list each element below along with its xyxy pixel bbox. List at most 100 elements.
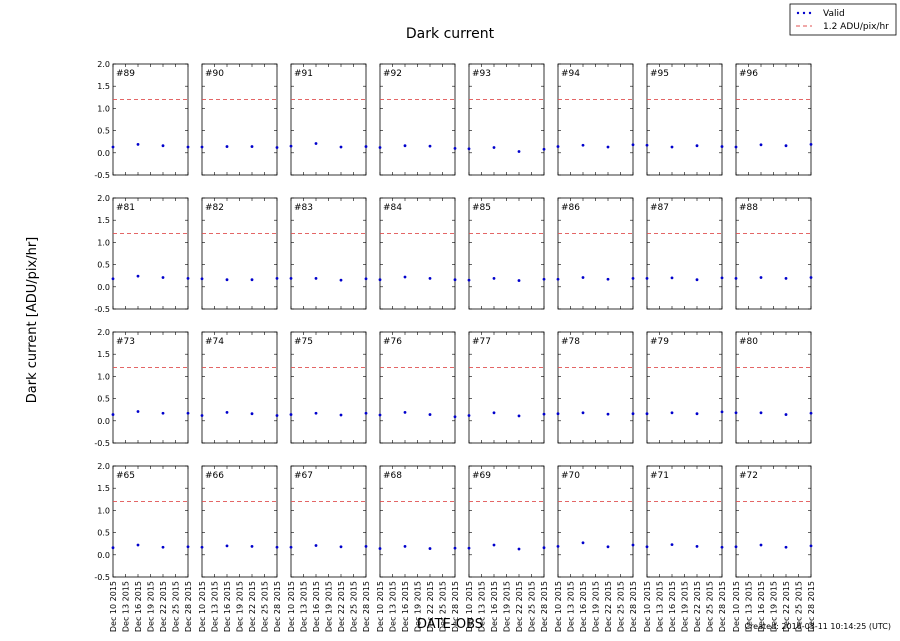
panel-frame: [468, 331, 545, 444]
panel-id-label: #96: [739, 69, 758, 79]
data-point: [111, 546, 115, 550]
panel-id-label: #90: [205, 69, 224, 79]
y-tick-label: 2.0: [97, 328, 110, 337]
data-point: [428, 413, 432, 416]
data-point: [467, 147, 471, 151]
panel-id-label: #95: [650, 69, 669, 79]
x-tick-label: Dec 10 2015: [643, 581, 652, 632]
data-point: [161, 545, 165, 549]
y-tick-label: 2.0: [97, 60, 110, 69]
data-point: [631, 543, 635, 547]
data-point: [542, 277, 546, 281]
data-point: [339, 545, 343, 549]
data-point: [403, 544, 407, 548]
data-point: [809, 142, 813, 146]
panel-frame: [557, 465, 634, 578]
panel-frame: [646, 465, 723, 578]
data-point: [759, 543, 763, 547]
x-tick-label: Dec 22 2015: [515, 581, 524, 632]
panel-frame: [201, 465, 278, 578]
x-tick-label: Dec 28 2015: [273, 581, 282, 632]
x-tick-label: Dec 10 2015: [109, 581, 118, 632]
panel-frame: [379, 331, 456, 444]
panel-66: Dec 10 2015 Dec 13 2015 Dec 16 2015 Dec 19 …: [198, 465, 282, 632]
data-point: [784, 545, 788, 549]
panel-frame: [735, 63, 812, 176]
data-point: [364, 544, 368, 548]
panel-frame: [735, 331, 812, 444]
data-point: [542, 546, 546, 550]
panel-frame: [290, 465, 367, 578]
data-point: [428, 276, 432, 280]
data-point: [339, 413, 343, 417]
data-point: [250, 278, 254, 282]
x-tick-label: Dec 25 2015: [617, 581, 626, 632]
y-tick-label: 1.0: [97, 238, 110, 247]
data-point: [631, 143, 635, 147]
data-point: [720, 276, 724, 280]
data-point: [734, 276, 738, 280]
legend-label-valid: Valid: [823, 9, 845, 19]
data-point: [339, 278, 343, 282]
data-point: [517, 414, 521, 418]
panel-id-label: #87: [650, 203, 669, 213]
created-timestamp: Created: 2016-03-11 10:14:25 (UTC): [744, 622, 891, 631]
data-point: [695, 412, 699, 416]
data-point: [606, 412, 610, 416]
panel-84: #84: [378, 197, 457, 310]
y-tick-label: -0.5: [94, 171, 110, 180]
x-tick-label: Dec 19 2015: [236, 581, 245, 632]
y-tick-label: 1.5: [97, 350, 110, 359]
data-point: [314, 411, 318, 415]
panel-frame: [735, 197, 812, 310]
data-point: [670, 276, 674, 280]
data-point: [453, 278, 457, 282]
panel-69: Dec 10 2015 Dec 13 2015 Dec 16 2015 Dec 19 …: [465, 465, 549, 632]
x-tick-label: Dec 16 2015: [223, 581, 232, 632]
x-tick-label: Dec 16 2015: [490, 581, 499, 632]
x-tick-label: Dec 19 2015: [147, 581, 156, 632]
x-tick-label: Dec 13 2015: [211, 581, 220, 632]
y-tick-label: 0.0: [97, 149, 110, 158]
x-tick-label: Dec 25 2015: [350, 581, 359, 632]
data-point: [784, 144, 788, 148]
legend-box: [789, 3, 897, 36]
panel-grid: 2.0 1.5 1.0 0.5 0.0 -0.5 #89 #90 #91 #92 #93 #94 #95…: [94, 60, 816, 632]
x-tick-label: Dec 22 2015: [604, 581, 613, 632]
x-tick-label: Dec 22 2015: [159, 581, 168, 632]
x-tick-label: Dec 22 2015: [337, 581, 346, 632]
legend-label-threshold: 1.2 ADU/pix/hr: [823, 22, 889, 32]
x-tick-label: Dec 10 2015: [376, 581, 385, 632]
data-point: [186, 145, 190, 149]
x-tick-label: Dec 28 2015: [807, 581, 816, 632]
data-point: [734, 145, 738, 149]
panel-frame: [646, 197, 723, 310]
y-tick-label: 0.5: [97, 529, 110, 538]
x-tick-label: Dec 16 2015: [312, 581, 321, 632]
panel-frame: [557, 331, 634, 444]
data-point: [378, 547, 382, 550]
data-point: [225, 544, 229, 548]
x-tick-label: Dec 25 2015: [706, 581, 715, 632]
data-point: [403, 275, 407, 279]
x-tick-label: Dec 28 2015: [362, 581, 371, 632]
y-tick-label: -0.5: [94, 573, 110, 582]
data-point: [428, 547, 432, 550]
data-point: [556, 544, 560, 548]
x-tick-label: Dec 13 2015: [478, 581, 487, 632]
data-point: [542, 147, 546, 151]
panel-83: #83: [289, 197, 368, 310]
data-point: [314, 544, 318, 547]
data-point: [581, 276, 585, 279]
x-tick-label: Dec 19 2015: [414, 581, 423, 632]
data-point: [250, 145, 254, 148]
panel-71: Dec 10 2015 Dec 13 2015 Dec 16 2015 Dec 19 …: [643, 465, 727, 632]
data-point: [759, 276, 763, 279]
legend-marker-valid: [796, 11, 812, 15]
panel-id-label: #68: [383, 471, 402, 481]
data-point: [289, 276, 293, 280]
data-point: [670, 145, 674, 149]
x-tick-label: Dec 25 2015: [795, 581, 804, 632]
panel-id-label: #88: [739, 203, 758, 213]
panel-78: #78: [556, 331, 635, 444]
